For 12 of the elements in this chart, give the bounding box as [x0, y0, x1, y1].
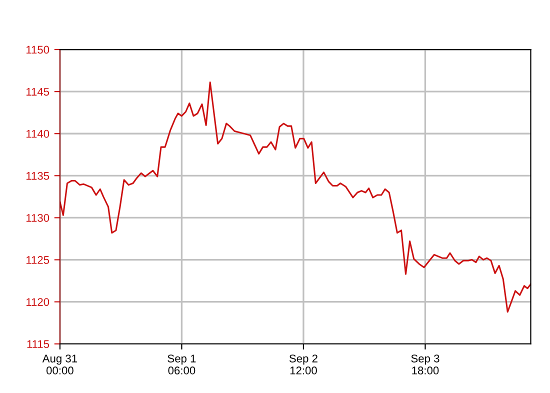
y-tick-label: 1150: [26, 46, 50, 54]
y-tick-label: 1145: [26, 88, 50, 96]
y-tick-label: 1125: [26, 256, 50, 264]
x-tick-label: Aug 31 00:00: [42, 354, 78, 374]
y-tick-label: 1135: [26, 172, 50, 180]
x-tick-label: Sep 2 12:00: [289, 354, 318, 374]
y-tick-label: 1140: [26, 130, 50, 138]
x-tick-label: Sep 3 18:00: [411, 354, 440, 374]
y-tick-label: 1115: [27, 340, 50, 348]
y-tick-label: 1120: [26, 298, 50, 306]
y-tick-label: 1130: [26, 214, 50, 222]
x-tick-label: Sep 1 06:00: [168, 354, 196, 374]
